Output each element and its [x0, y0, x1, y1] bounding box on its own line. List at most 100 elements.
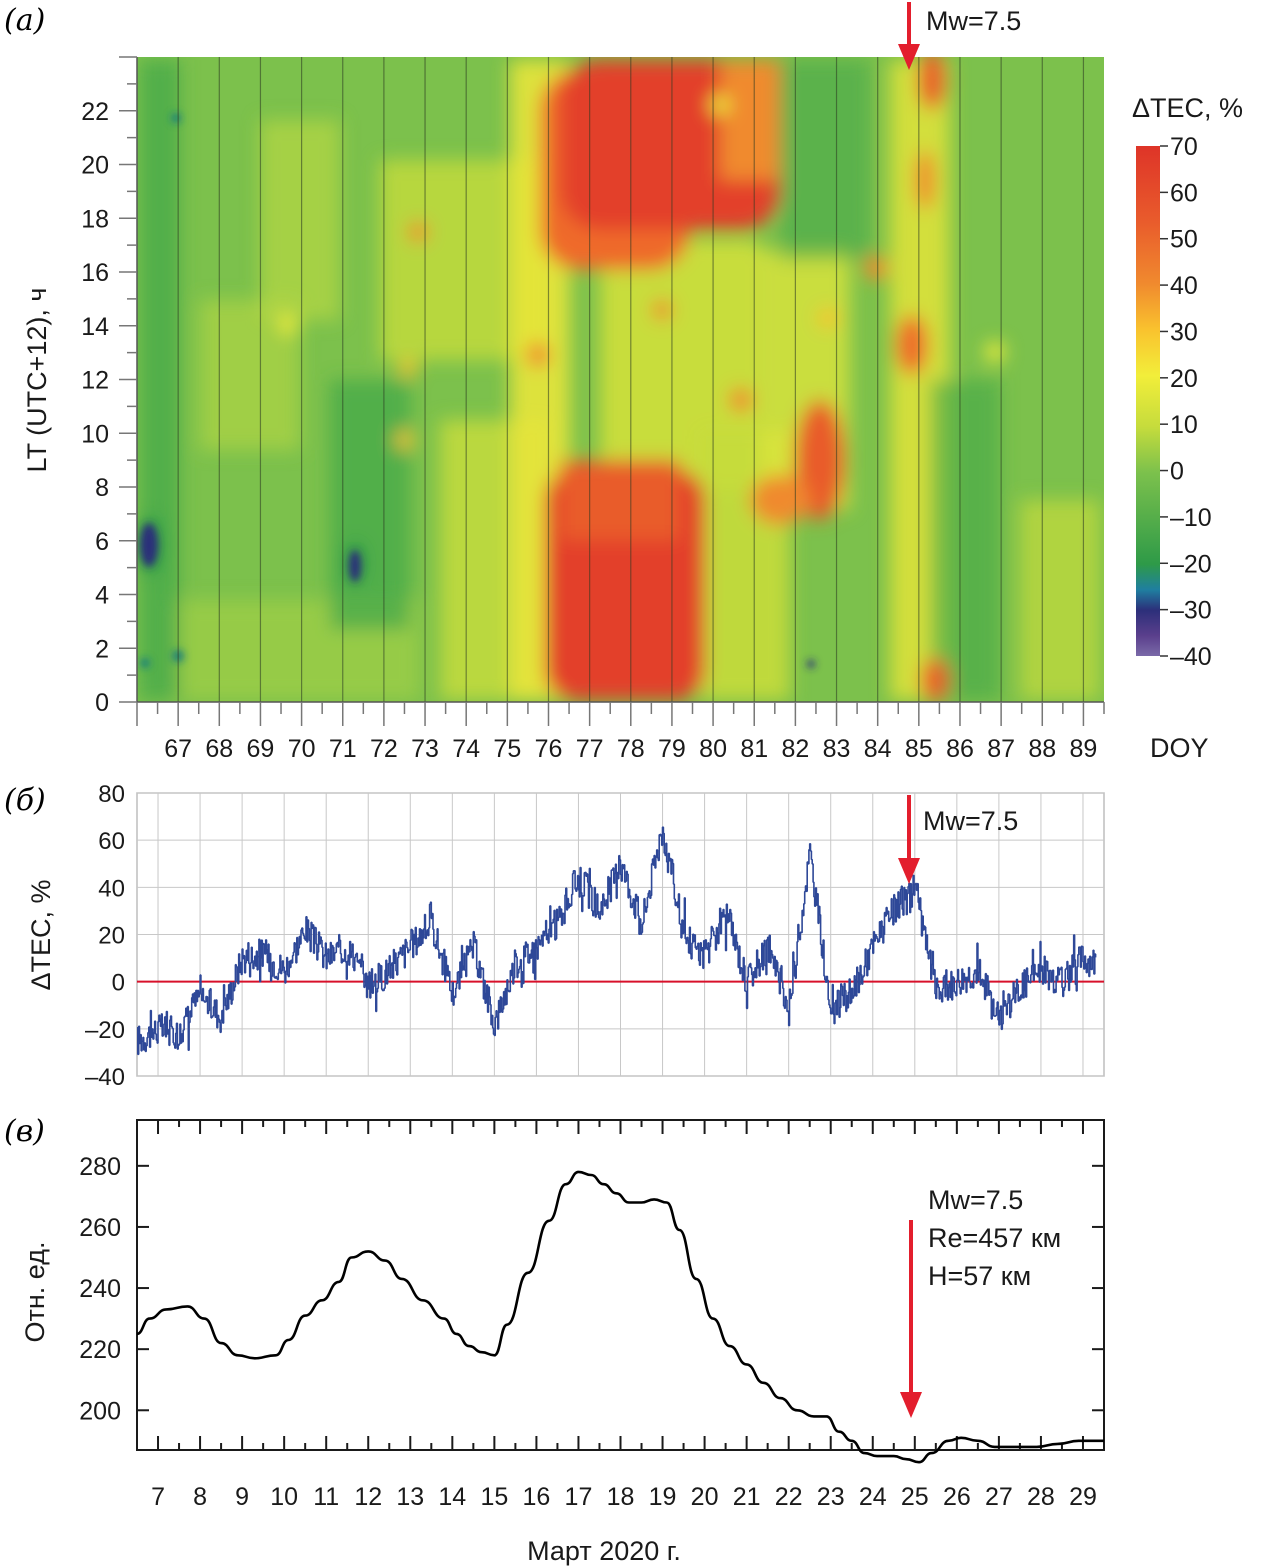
panel-a-eq-arrow: Mw=7.5 — [898, 2, 1021, 70]
colorbar-tick-label: –30 — [1170, 597, 1212, 625]
panel-a-letter: (a) — [4, 3, 45, 38]
y-tick-label: 260 — [79, 1214, 121, 1242]
x-tick-label: 22 — [775, 1483, 803, 1511]
x-tick-label: 27 — [985, 1483, 1013, 1511]
y-tick-label: 240 — [79, 1275, 121, 1303]
y-tick-label: 0 — [95, 689, 109, 717]
annotation-depth: H=57 км — [928, 1261, 1031, 1291]
panel-a-y-label: LT (UTC+12), ч — [22, 288, 52, 473]
x-tick-label: 15 — [480, 1483, 508, 1511]
x-tick-label: 14 — [438, 1483, 466, 1511]
panel-a-y-axis: 0 2 4 6 8 10 12 14 16 18 20 22 — [81, 56, 138, 717]
colorbar-scale — [1136, 146, 1160, 656]
x-tick-label: 81 — [740, 735, 768, 763]
y-tick-label: 12 — [81, 367, 109, 395]
colorbar-tick-label: 60 — [1170, 179, 1198, 207]
panel-a-x-label: DOY — [1150, 733, 1209, 763]
x-tick-label: 71 — [329, 735, 357, 763]
x-tick-label: 86 — [946, 735, 974, 763]
y-tick-label: 220 — [79, 1336, 121, 1364]
x-tick-label: 74 — [452, 735, 480, 763]
panel-c: (в) 280 260 240 220 200 7 8 9 10 11 12 13 14 15 16 17 1… — [4, 1114, 1105, 1566]
panel-a-annotation: Mw=7.5 — [926, 6, 1021, 36]
x-tick-label: 72 — [370, 735, 398, 763]
y-tick-label: –20 — [85, 1017, 125, 1044]
x-tick-label: 25 — [901, 1483, 929, 1511]
y-tick-label: 20 — [81, 152, 109, 180]
panel-c-x-label: Март 2020 г. — [527, 1536, 681, 1566]
x-tick-label: 8 — [193, 1483, 207, 1511]
x-tick-label: 67 — [164, 735, 192, 763]
colorbar-tick-label: –40 — [1170, 643, 1212, 671]
y-tick-label: 200 — [79, 1397, 121, 1425]
x-tick-label: 13 — [396, 1483, 424, 1511]
x-tick-label: 83 — [823, 735, 851, 763]
x-tick-label: 21 — [733, 1483, 761, 1511]
x-tick-label: 19 — [649, 1483, 677, 1511]
y-tick-label: 10 — [81, 420, 109, 448]
colorbar-tick-label: 0 — [1170, 458, 1184, 486]
colorbar-tick-label: –10 — [1170, 504, 1212, 532]
panel-c-y-label: Отн. ед. — [20, 1242, 50, 1343]
y-tick-label: 60 — [98, 828, 125, 855]
x-tick-label: 79 — [658, 735, 686, 763]
x-tick-label: 80 — [699, 735, 727, 763]
annotation-radius: Re=457 км — [928, 1223, 1061, 1253]
tec-series-line — [137, 826, 1097, 1056]
x-tick-label: 28 — [1027, 1483, 1055, 1511]
x-tick-label: 26 — [943, 1483, 971, 1511]
annotation-magnitude: Mw=7.5 — [928, 1185, 1023, 1215]
y-tick-label: 16 — [81, 259, 109, 287]
colorbar-ticks: 70 60 50 40 30 20 10 0 –10 –20 –30 –40 — [1160, 133, 1212, 671]
y-tick-label: 18 — [81, 205, 109, 233]
x-tick-label: 9 — [235, 1483, 249, 1511]
x-tick-label: 68 — [205, 735, 233, 763]
y-tick-label: 6 — [95, 528, 109, 556]
earthquake-arrowhead — [900, 1392, 922, 1418]
panel-b-letter: (б) — [4, 783, 46, 818]
colorbar-tick-label: 40 — [1170, 272, 1198, 300]
colorbar-tick-label: 70 — [1170, 133, 1198, 161]
x-tick-label: 11 — [313, 1483, 339, 1511]
panel-c-x-axis: 7 8 9 10 11 12 13 14 15 16 17 18 19 20 21 22 23 24 25 26 27 2… — [151, 1120, 1105, 1511]
panel-b-eq-arrow: Mw=7.5 — [898, 795, 1018, 884]
relative-units-line — [136, 1170, 1104, 1464]
x-tick-label: 77 — [576, 735, 604, 763]
y-tick-label: 280 — [79, 1153, 121, 1181]
x-tick-label: 69 — [247, 735, 275, 763]
y-tick-label: 8 — [95, 474, 109, 502]
colorbar-tick-label: –20 — [1170, 550, 1212, 578]
colorbar-tick-label: 50 — [1170, 226, 1198, 254]
colorbar-label: ΔTEC, % — [1132, 93, 1243, 123]
y-tick-label: 20 — [98, 923, 125, 950]
x-tick-label: 87 — [987, 735, 1015, 763]
y-tick-label: 40 — [98, 875, 125, 902]
colorbar-tick-label: 20 — [1170, 365, 1198, 393]
x-tick-label: 84 — [864, 735, 892, 763]
x-tick-label: 78 — [617, 735, 645, 763]
x-tick-label: 88 — [1028, 735, 1056, 763]
y-tick-label: –40 — [85, 1064, 125, 1091]
x-tick-label: 75 — [493, 735, 521, 763]
x-tick-label: 73 — [411, 735, 439, 763]
colorbar-tick-label: 30 — [1170, 318, 1198, 346]
x-tick-label: 76 — [535, 735, 563, 763]
x-tick-label: 70 — [288, 735, 316, 763]
panel-a-x-axis: 67 68 69 70 71 72 73 74 75 76 77 78 79 80 81 82 83 84 85 86… — [136, 701, 1105, 763]
heatmap-day-lines — [177, 57, 1085, 702]
colorbar: ΔTEC, % 70 60 50 40 30 20 10 0 –10 –20 –30 –40 — [1132, 93, 1243, 671]
x-tick-label: 7 — [151, 1483, 165, 1511]
x-tick-label: 85 — [905, 735, 933, 763]
earthquake-arrowhead — [898, 44, 920, 70]
x-tick-label: 24 — [859, 1483, 887, 1511]
x-tick-label: 17 — [565, 1483, 593, 1511]
earthquake-arrowhead — [898, 858, 920, 884]
panel-b: (б) 80 60 40 20 0 –20 –40 ΔTEC, % Mw=7.5 — [4, 781, 1105, 1091]
panel-b-y-label: ΔTEC, % — [26, 879, 56, 990]
x-tick-label: 10 — [270, 1483, 298, 1511]
x-tick-label: 20 — [691, 1483, 719, 1511]
x-tick-label: 89 — [1070, 735, 1098, 763]
y-tick-label: 14 — [81, 313, 109, 341]
x-tick-label: 12 — [354, 1483, 382, 1511]
x-tick-label: 23 — [817, 1483, 845, 1511]
